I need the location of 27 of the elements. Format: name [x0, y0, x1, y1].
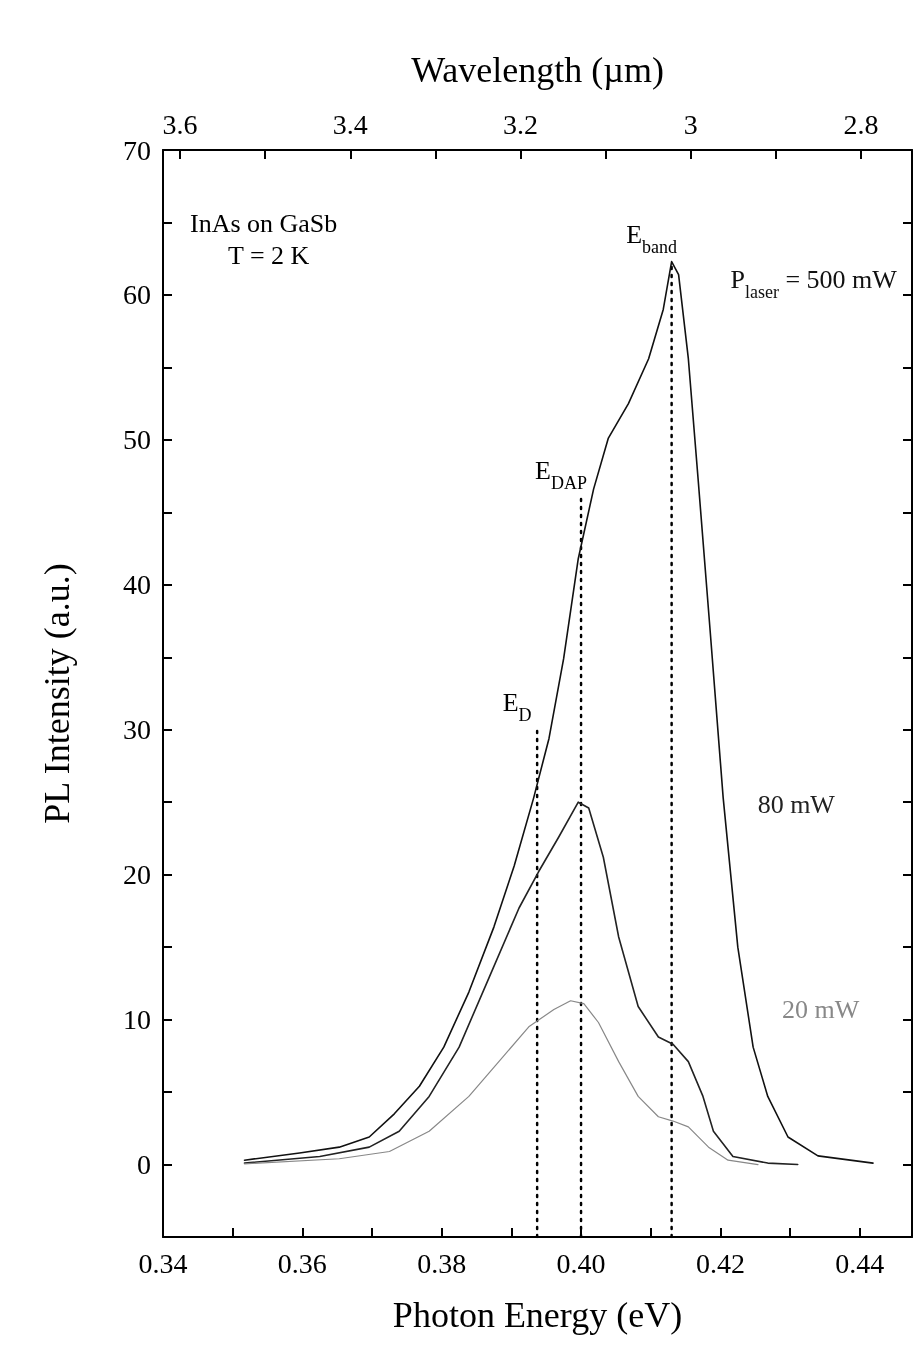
line-series	[243, 1000, 759, 1166]
y-tick-label: 10	[123, 1004, 151, 1036]
x2-axis-title: Wavelength (µm)	[411, 50, 664, 90]
annotation: T = 2 K	[228, 240, 310, 270]
y-tick-label: 20	[123, 859, 151, 891]
x-tick-label: 0.36	[277, 1247, 327, 1279]
y-tick-label: 0	[137, 1149, 151, 1181]
y-axis-title: PL Intensity (a.u.)	[37, 563, 77, 824]
annotation: InAs on GaSb	[190, 208, 338, 238]
x-tick-label: 0.44	[835, 1247, 885, 1279]
x-axis-title: Photon Energy (eV)	[392, 1295, 683, 1335]
x-tick-label: 0.42	[695, 1247, 745, 1279]
x-tick-label: 0.40	[556, 1247, 606, 1279]
x2-tick-label: 3	[683, 108, 698, 140]
x-tick-label: 0.38	[417, 1247, 467, 1279]
x2-tick-label: 3.2	[502, 108, 538, 140]
x2-tick-label: 3.4	[332, 108, 368, 140]
y-tick-label: 50	[123, 424, 151, 456]
y-tick-label: 40	[123, 569, 151, 601]
text: 80 mW	[757, 789, 836, 819]
y-tick-label: 60	[123, 279, 151, 311]
y-tick-label: 70	[123, 134, 151, 166]
x2-tick-label: 3.6	[162, 108, 198, 140]
x2-tick-label: 2.8	[843, 108, 879, 140]
text: 20 mW	[781, 995, 860, 1025]
y-tick-label: 30	[123, 714, 151, 746]
x-tick-label: 0.34	[138, 1247, 188, 1279]
